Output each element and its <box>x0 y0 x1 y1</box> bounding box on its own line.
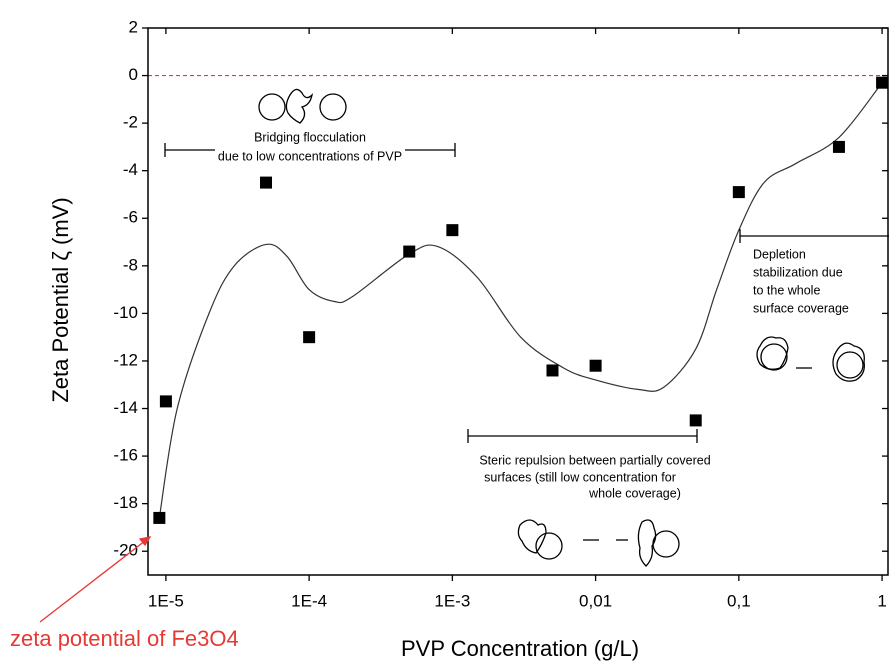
scatter-point <box>546 364 559 377</box>
scatter-point <box>446 224 459 237</box>
plot: 2 0 -2 -4 -6 -8 -10 -12 -14 -16 -18 -20 1E-5 1E-4 1E-3… <box>113 17 889 610</box>
y-tick-label: -10 <box>113 303 138 322</box>
annotation-graphics <box>164 88 889 567</box>
y-tick-label: -16 <box>113 446 138 465</box>
scatter-point <box>153 511 166 524</box>
scatter-point <box>832 140 845 153</box>
scatter-point <box>589 359 602 372</box>
x-tick-label: 1E-3 <box>434 591 470 610</box>
y-tick-label: -20 <box>113 541 138 560</box>
red-arrow <box>39 536 152 623</box>
y-tick-label: -18 <box>113 493 138 512</box>
y-tick-label: 0 <box>129 65 138 84</box>
scatter-point <box>689 414 702 427</box>
y-tick-label: -8 <box>123 255 138 274</box>
scatter-point <box>732 186 745 199</box>
x-axis-label: PVP Concentration (g/L) <box>401 636 639 661</box>
x-tick-label: 1 <box>877 591 886 610</box>
annotation: surfaces (still low concentration for <box>484 470 676 484</box>
y-axis-label: Zeta Potential ζ (mV) <box>48 197 73 402</box>
annotation: stabilization due <box>753 265 843 279</box>
y-tick-label: 2 <box>129 17 138 36</box>
scatter-point <box>303 331 316 344</box>
annotation: whole coverage) <box>588 486 681 500</box>
fit-line <box>158 82 883 519</box>
scatter-point <box>260 176 273 189</box>
annotation: Steric repulsion between partially cover… <box>479 453 710 467</box>
x-tick-label: 0,1 <box>727 591 751 610</box>
y-tick-label: -2 <box>123 113 138 132</box>
y-tick-label: -14 <box>113 398 138 417</box>
scatter-point <box>159 395 172 408</box>
y-tick-label: -12 <box>113 350 138 369</box>
x-tick-label: 1E-4 <box>291 591 327 610</box>
x-tick-label: 1E-5 <box>148 591 184 610</box>
scatter-point <box>876 76 889 89</box>
annotation: due to low concentrations of PVP <box>218 149 402 163</box>
annotation: zeta potential of Fe3O4 <box>10 626 239 651</box>
plot-frame <box>147 27 889 576</box>
annotation: Bridging flocculation <box>254 130 366 144</box>
annotation: surface coverage <box>753 301 849 315</box>
y-tick-label: -6 <box>123 208 138 227</box>
annotation: Depletion <box>753 247 806 261</box>
x-tick-label: 0,01 <box>579 591 612 610</box>
y-tick-label: -4 <box>123 160 138 179</box>
annotation: to the whole <box>753 283 820 297</box>
scatter-point <box>403 245 416 258</box>
